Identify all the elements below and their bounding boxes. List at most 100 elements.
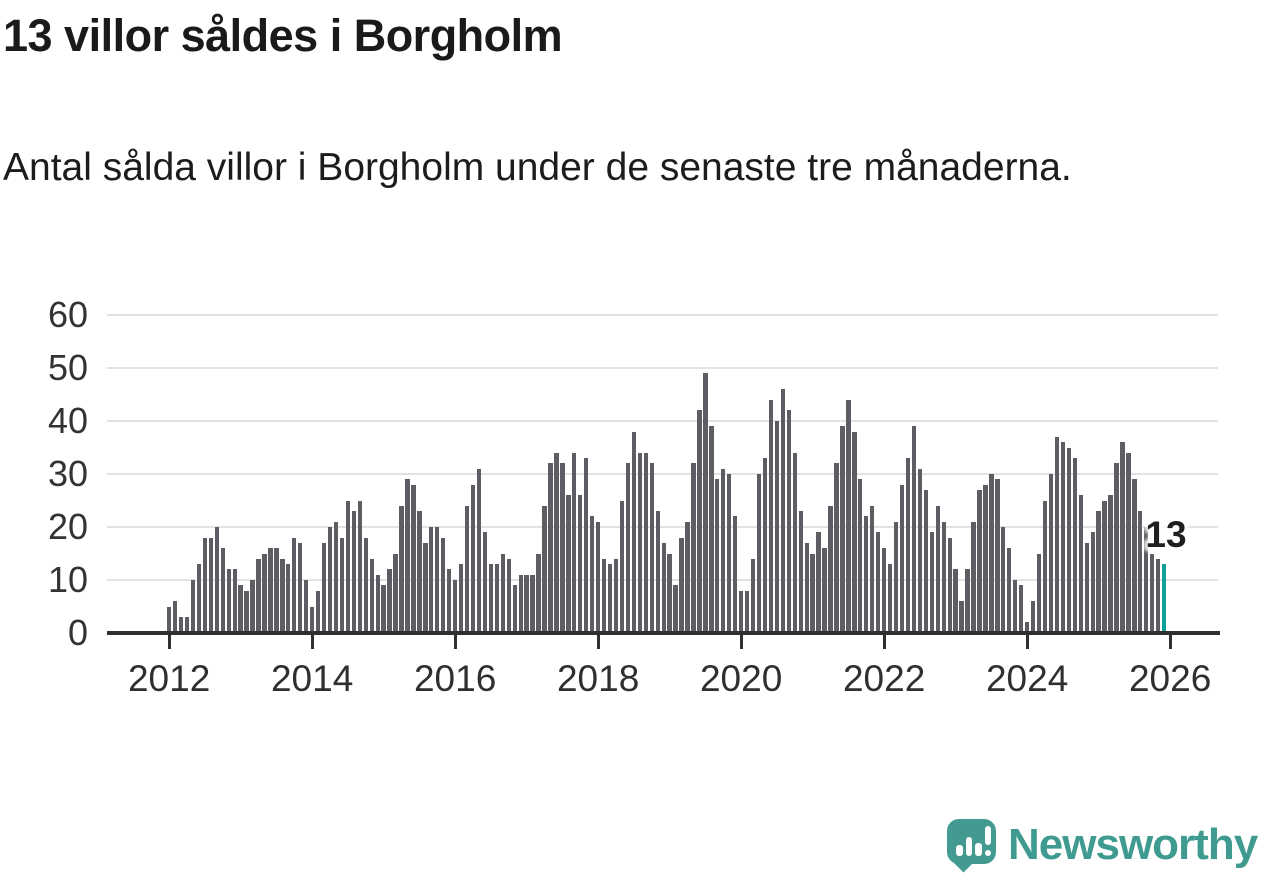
bar [452,580,458,633]
bar [917,468,923,633]
bar [768,399,774,633]
logo-mini-bar-1 [956,845,963,856]
bar [673,585,678,633]
bar [238,585,243,633]
bar [691,463,696,633]
bar [470,484,476,633]
bar [584,458,589,633]
bar [441,537,446,633]
bar [822,548,827,633]
bar [172,601,178,633]
x-tick-label: 2014 [270,658,354,699]
bar [1090,532,1095,633]
bar [923,489,928,633]
chart-title: 13 villor såldes i Borgholm [3,10,563,61]
bar [655,511,660,633]
bar [333,521,339,633]
bar [977,489,982,633]
bar [1072,458,1077,633]
bar [536,553,541,633]
bar [864,516,869,633]
bar [315,590,321,633]
bar [399,505,404,633]
highlight-bar [1162,564,1167,633]
bar [405,479,410,633]
bar [1156,558,1161,633]
y-tick-label: 50 [47,347,88,388]
bar [804,542,809,633]
bar [1013,580,1018,633]
bar [840,426,845,633]
bar [554,452,559,633]
bar [1007,548,1012,633]
bar [995,479,1000,633]
bar [679,537,684,633]
bar [423,542,428,633]
bar [202,537,208,633]
bar [482,532,488,633]
bar [286,564,291,633]
bar [1001,527,1006,633]
bar [637,452,642,633]
bar [893,521,899,633]
bar [464,505,470,633]
bar [280,558,285,633]
x-tick [596,635,600,649]
bar [476,468,482,633]
bar [709,426,714,633]
x-tick [167,635,171,649]
bar [381,585,386,633]
bar [190,580,196,633]
bar [262,553,267,633]
bar [607,564,613,633]
gridline [107,367,1218,369]
bar [619,500,625,633]
bar [727,474,732,633]
bar [506,558,511,633]
y-tick-label: 10 [47,559,88,600]
bar [178,617,184,633]
bar [542,505,547,633]
bar [411,484,416,633]
bar [321,542,327,633]
highlight-value-label: 13 [1145,514,1187,555]
bar [649,463,654,633]
bar [327,527,333,633]
bar [715,479,720,633]
bar [989,474,994,633]
bar [1132,479,1137,633]
bar [876,532,881,633]
bar [167,606,172,633]
bar [184,617,190,633]
bar [941,521,946,633]
bar [947,537,952,633]
bar [798,511,803,633]
bar [643,452,648,633]
bar [214,527,219,633]
x-tick-label: 2018 [556,658,640,699]
x-tick [882,635,886,649]
y-tick-label: 40 [47,400,88,441]
bar [1042,500,1048,633]
bar [417,511,422,633]
bar [518,574,523,633]
bar [1024,622,1030,633]
bar [733,516,738,633]
x-tick-label: 2012 [127,658,211,699]
x-tick-label: 2022 [842,658,926,699]
bar [780,389,785,633]
bar [852,431,857,633]
bar [357,500,362,633]
bar [309,606,315,633]
bar [953,569,958,633]
x-tick-label: 2016 [413,658,497,699]
bar [1019,585,1024,633]
bar [685,521,690,633]
gridline [107,473,1218,475]
logo-exclamation-dot [984,849,991,856]
bar [911,426,917,633]
gridline [107,314,1218,316]
gridline [107,526,1218,528]
